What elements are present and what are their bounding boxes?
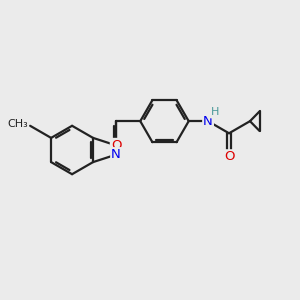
- Text: N: N: [111, 148, 121, 161]
- Text: H: H: [211, 107, 219, 118]
- Text: CH₃: CH₃: [7, 119, 28, 129]
- Text: O: O: [224, 150, 234, 163]
- Text: N: N: [203, 115, 213, 128]
- Text: O: O: [111, 139, 121, 152]
